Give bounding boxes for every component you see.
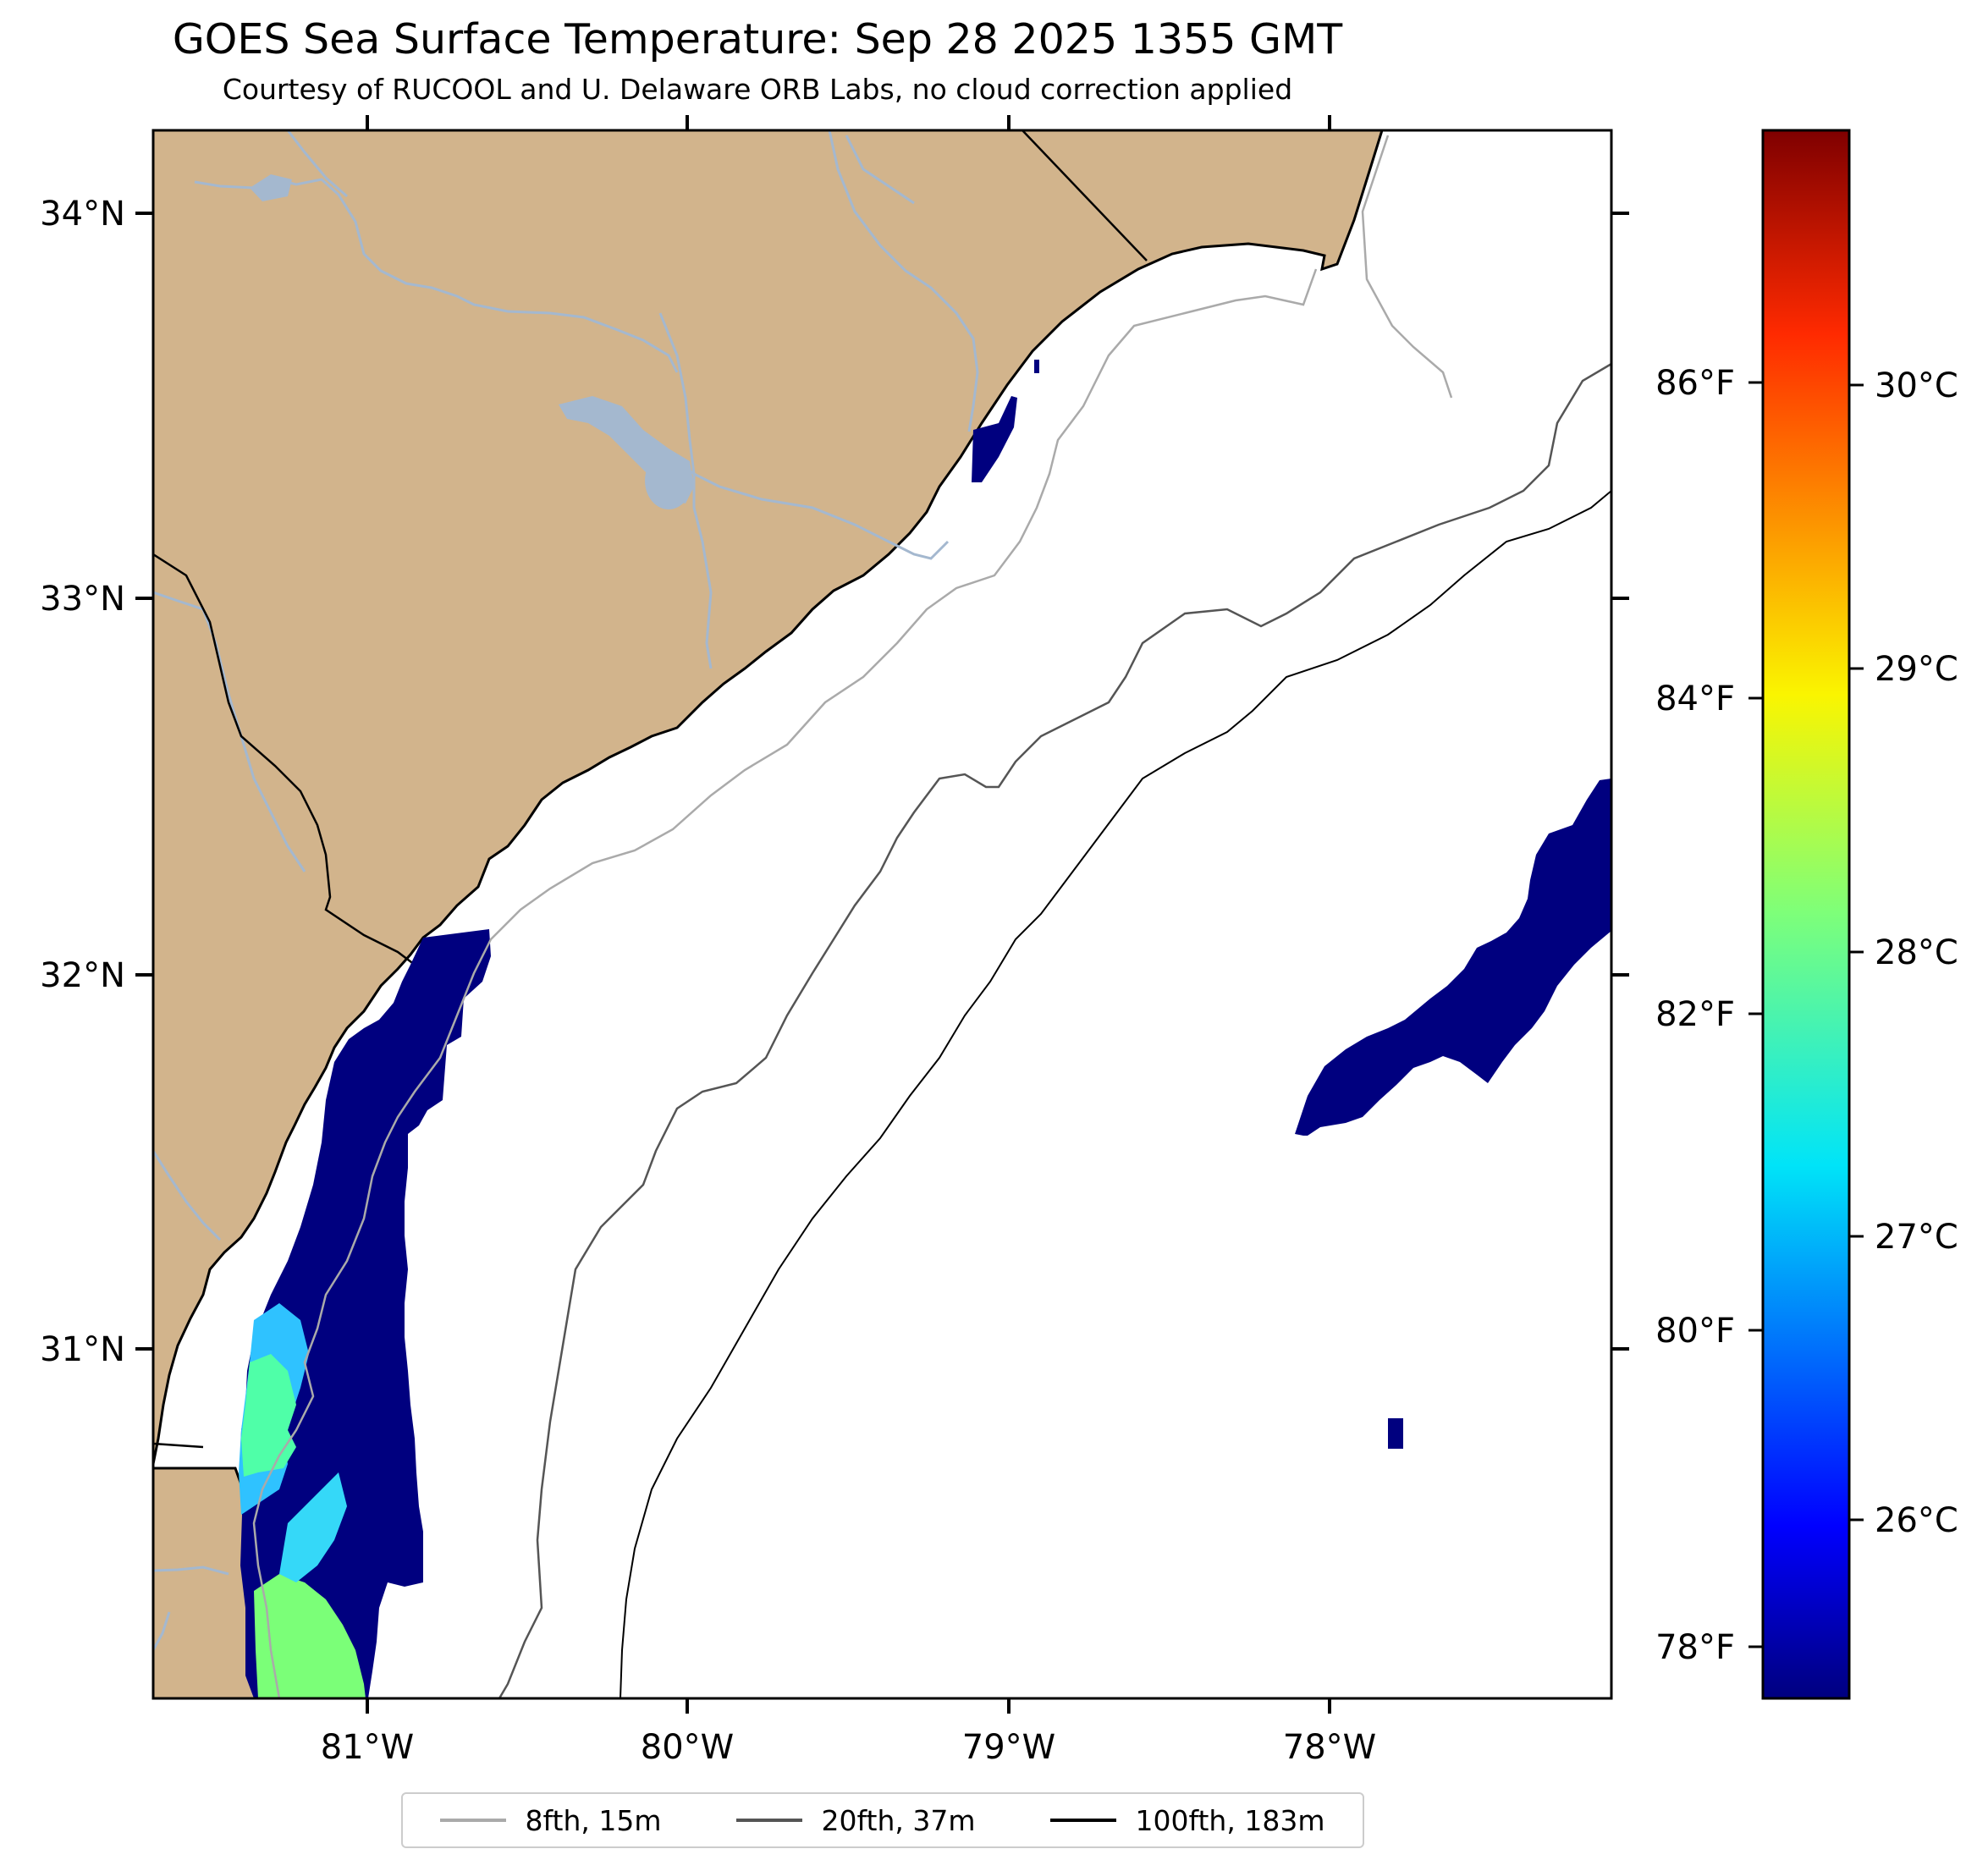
cb-f-label-86: 86°F xyxy=(1655,364,1735,403)
cb-c-label-29: 29°C xyxy=(1875,650,1958,689)
cb-f-label-84: 84°F xyxy=(1655,680,1735,718)
legend-line-8fth xyxy=(440,1819,507,1822)
sst-data-south-transition xyxy=(279,1472,347,1582)
lon-label-78w: 78°W xyxy=(1283,1728,1376,1767)
legend: 8fth, 15m 20fth, 37m 100fth, 183m xyxy=(401,1792,1364,1848)
legend-line-100fth xyxy=(1050,1819,1117,1822)
cb-c-label-28: 28°C xyxy=(1875,933,1958,972)
lat-label-34n: 34°N xyxy=(40,195,125,234)
legend-label-8fth: 8fth, 15m xyxy=(525,1803,662,1837)
lat-label-32n: 32°N xyxy=(40,956,125,995)
lat-label-33n: 33°N xyxy=(40,580,125,619)
sst-data-offshore-patch xyxy=(1295,779,1611,1136)
map-subtitle: Courtesy of RUCOOL and U. Delaware ORB L… xyxy=(222,73,1293,106)
sst-data-inshore xyxy=(240,929,491,1698)
lon-ticks xyxy=(366,115,1331,1714)
lat-ticks xyxy=(135,212,1629,1351)
isobath-100fth xyxy=(620,490,1611,1698)
land-mass xyxy=(153,130,1384,1698)
isobath-20fth xyxy=(498,362,1611,1698)
legend-label-100fth: 100fth, 183m xyxy=(1135,1803,1325,1837)
colorbar xyxy=(1761,129,1851,1700)
lon-label-79w: 79°W xyxy=(962,1728,1055,1767)
legend-item-20fth: 20fth, 37m xyxy=(736,1804,975,1837)
legend-label-20fth: 20fth, 37m xyxy=(821,1803,976,1837)
cb-c-label-27: 27°C xyxy=(1875,1218,1958,1257)
sst-data-warm-south xyxy=(254,1574,366,1698)
sst-data-warm-mid xyxy=(241,1354,296,1477)
lake-wateree xyxy=(250,174,292,201)
lon-label-81w: 81°W xyxy=(321,1728,414,1767)
isobath-8fth xyxy=(252,135,1453,1698)
sst-data-speck xyxy=(1388,1418,1403,1449)
state-borders xyxy=(153,130,1148,1449)
cb-f-label-82: 82°F xyxy=(1655,995,1735,1034)
legend-line-20fth xyxy=(736,1819,803,1822)
cb-f-label-78: 78°F xyxy=(1655,1628,1735,1667)
lat-label-31n: 31°N xyxy=(40,1330,125,1369)
map-title: GOES Sea Surface Temperature: Sep 28 202… xyxy=(172,15,1343,63)
map-frame xyxy=(151,129,1613,1700)
sst-data-speck-north xyxy=(1034,360,1039,373)
colorbar-ticks xyxy=(1748,381,1864,1648)
lake-moultrie xyxy=(645,452,692,509)
cb-f-label-80: 80°F xyxy=(1655,1312,1735,1351)
legend-item-100fth: 100fth, 183m xyxy=(1050,1804,1324,1837)
legend-item-8fth: 8fth, 15m xyxy=(440,1803,662,1837)
lon-label-80w: 80°W xyxy=(641,1728,734,1767)
cb-c-label-26: 26°C xyxy=(1875,1501,1958,1540)
cb-c-label-30: 30°C xyxy=(1875,366,1958,405)
sst-data-nearshore-north xyxy=(972,396,1017,482)
